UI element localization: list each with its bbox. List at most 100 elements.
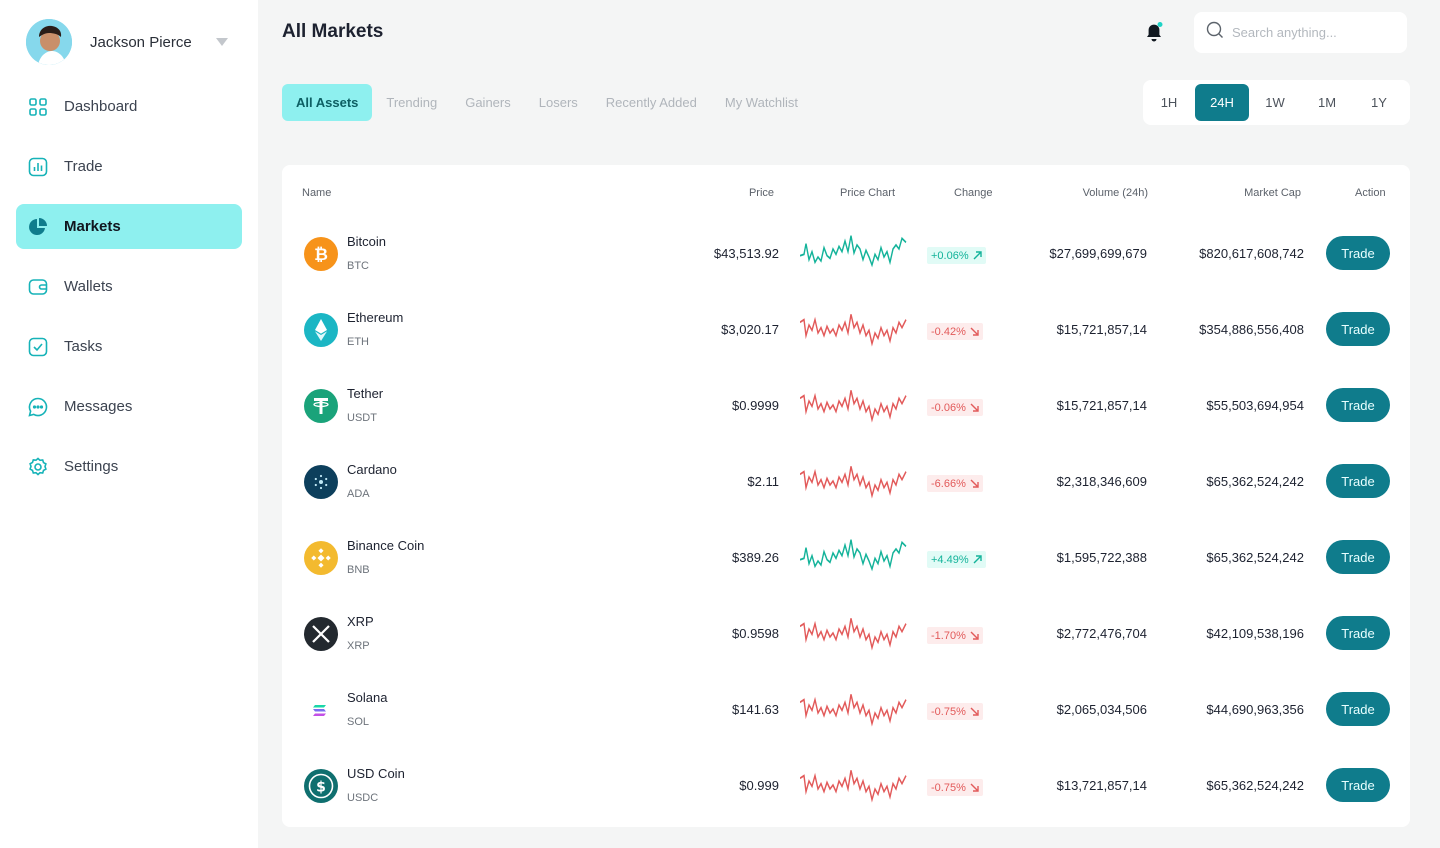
coin-name[interactable]: USD Coin — [347, 766, 405, 781]
sidebar-item-wallets[interactable]: Wallets — [16, 264, 242, 309]
table-row[interactable]: ₿ Bitcoin BTC $43,513.92 +0.06% $27,699,699,6… — [282, 219, 1410, 295]
coin-market-cap: $44,690,963,356 — [1206, 702, 1304, 717]
trade-button[interactable]: Trade — [1326, 388, 1390, 422]
timeframe-1h[interactable]: 1H — [1160, 95, 1178, 110]
price-sparkline — [800, 539, 907, 572]
chevron-down-icon[interactable] — [216, 38, 228, 46]
price-sparkline — [800, 770, 907, 803]
change-value: +0.06% — [931, 249, 969, 262]
change-value: -6.66% — [931, 477, 966, 490]
search-box[interactable] — [1194, 12, 1407, 53]
coin-market-cap: $820,617,608,742 — [1199, 246, 1304, 261]
price-sparkline — [800, 314, 907, 347]
coin-name[interactable]: Tether — [347, 386, 384, 401]
timeframe-selector: 1H 24H 1W 1M 1Y — [1143, 80, 1410, 125]
coin-volume: $2,318,346,609 — [1056, 474, 1147, 489]
xrp-coin-icon — [304, 617, 338, 651]
svg-text:₿: ₿ — [314, 245, 328, 265]
wallet-icon — [28, 277, 48, 297]
coin-symbol: XRP — [347, 640, 370, 652]
checkbox-icon — [28, 337, 48, 357]
trade-button[interactable]: Trade — [1326, 464, 1390, 498]
trade-button[interactable]: Trade — [1326, 616, 1390, 650]
coin-symbol: BNB — [347, 564, 370, 576]
trade-button[interactable]: Trade — [1326, 692, 1390, 726]
coin-name[interactable]: XRP — [347, 614, 374, 629]
gear-icon — [28, 456, 48, 477]
price-sparkline — [800, 390, 907, 423]
coin-market-cap: $55,503,694,954 — [1206, 398, 1304, 413]
usdc-coin-icon: $ — [304, 769, 338, 803]
change-badge: -6.66% — [927, 475, 983, 492]
page-title: All Markets — [282, 21, 384, 42]
coin-name[interactable]: Solana — [347, 690, 388, 705]
sidebar-item-trade[interactable]: Trade — [16, 144, 242, 189]
coin-symbol: BTC — [347, 260, 369, 272]
eth-coin-icon — [304, 313, 338, 347]
column-header-market-cap[interactable]: Market Cap — [1244, 187, 1301, 199]
grid-icon — [28, 97, 48, 117]
column-header-price[interactable]: Price — [748, 187, 774, 199]
table-row[interactable]: Cardano ADA $2.11 -6.66% $2,318,346,609 $65,3… — [282, 447, 1410, 523]
trade-button[interactable]: Trade — [1326, 768, 1390, 802]
coin-name[interactable]: Bitcoin — [347, 234, 387, 249]
tab-losers[interactable]: Losers — [538, 95, 578, 110]
sol-coin-icon — [304, 693, 338, 727]
tab-gainers[interactable]: Gainers — [465, 95, 511, 110]
avatar — [26, 19, 72, 65]
coin-symbol: ADA — [347, 488, 370, 500]
coin-price: $0.9598 — [732, 626, 779, 641]
sidebar-item-settings[interactable]: Settings — [16, 444, 242, 489]
sidebar-item-tasks[interactable]: Tasks — [16, 324, 242, 369]
timeframe-1m[interactable]: 1M — [1317, 95, 1337, 110]
bar-chart-icon — [28, 157, 48, 177]
price-sparkline — [800, 235, 907, 268]
timeframe-24h[interactable]: 24H — [1195, 84, 1249, 121]
table-row[interactable]: $ USD Coin USDC $0.999 -0.75% $13,721,857,14 $… — [282, 751, 1410, 827]
trade-button[interactable]: Trade — [1326, 540, 1390, 574]
coin-symbol: USDT — [347, 412, 377, 424]
column-header-price-chart: Price Chart — [840, 187, 896, 199]
profile-name: Jackson Pierce — [90, 33, 192, 51]
column-header-volume[interactable]: Volume (24h) — [1082, 187, 1148, 199]
table-row[interactable]: XRP XRP $0.9598 -1.70% $2,772,476,704 $42,109… — [282, 599, 1410, 675]
change-badge: -1.70% — [927, 627, 983, 644]
profile-menu[interactable]: Jackson Pierce — [26, 19, 236, 65]
market-tabs: All Assets Trending Gainers Losers Recen… — [282, 84, 812, 121]
trade-button[interactable]: Trade — [1326, 312, 1390, 346]
table-row[interactable]: Ethereum ETH $3,020.17 -0.42% $15,721,857,14… — [282, 295, 1410, 371]
sidebar-item-messages[interactable]: Messages — [16, 384, 242, 429]
table-row[interactable]: Tether USDT $0.9999 -0.06% $15,721,857,14 $55… — [282, 371, 1410, 447]
message-icon — [28, 397, 48, 417]
coin-name[interactable]: Ethereum — [347, 310, 404, 325]
tab-recently-added[interactable]: Recently Added — [605, 95, 697, 110]
search-input[interactable] — [1232, 25, 1392, 40]
usdt-coin-icon — [304, 389, 338, 423]
coin-name[interactable]: Cardano — [347, 462, 397, 477]
table-row[interactable]: Solana SOL $141.63 -0.75% $2,065,034,506 $44,… — [282, 675, 1410, 751]
tab-my-watchlist[interactable]: My Watchlist — [724, 95, 799, 110]
sidebar-item-label: Messages — [64, 398, 133, 415]
sidebar-item-dashboard[interactable]: Dashboard — [16, 84, 242, 129]
arrow-down-right-icon — [966, 631, 979, 640]
change-badge: -0.75% — [927, 779, 983, 796]
coin-name[interactable]: Binance Coin — [347, 538, 425, 553]
coin-volume: $27,699,699,679 — [1049, 246, 1147, 261]
arrow-down-right-icon — [966, 707, 979, 716]
coin-market-cap: $42,109,538,196 — [1206, 626, 1304, 641]
column-header-name[interactable]: Name — [302, 187, 332, 199]
coin-volume: $1,595,722,388 — [1056, 550, 1147, 565]
timeframe-1w[interactable]: 1W — [1265, 95, 1285, 110]
column-header-change[interactable]: Change — [954, 187, 993, 199]
trade-button[interactable]: Trade — [1326, 236, 1390, 270]
table-row[interactable]: Binance Coin BNB $389.26 +4.49% $1,595,722,3… — [282, 523, 1410, 599]
coin-volume: $13,721,857,14 — [1056, 778, 1147, 793]
arrow-down-right-icon — [966, 783, 979, 792]
notification-bell-icon[interactable] — [1142, 20, 1166, 44]
sidebar-item-label: Dashboard — [64, 98, 138, 115]
sidebar-item-markets[interactable]: Markets — [16, 204, 242, 249]
tab-trending[interactable]: Trending — [386, 95, 438, 110]
coin-price: $43,513.92 — [713, 246, 779, 261]
timeframe-1y[interactable]: 1Y — [1371, 95, 1387, 110]
tab-all-assets[interactable]: All Assets — [282, 84, 373, 121]
